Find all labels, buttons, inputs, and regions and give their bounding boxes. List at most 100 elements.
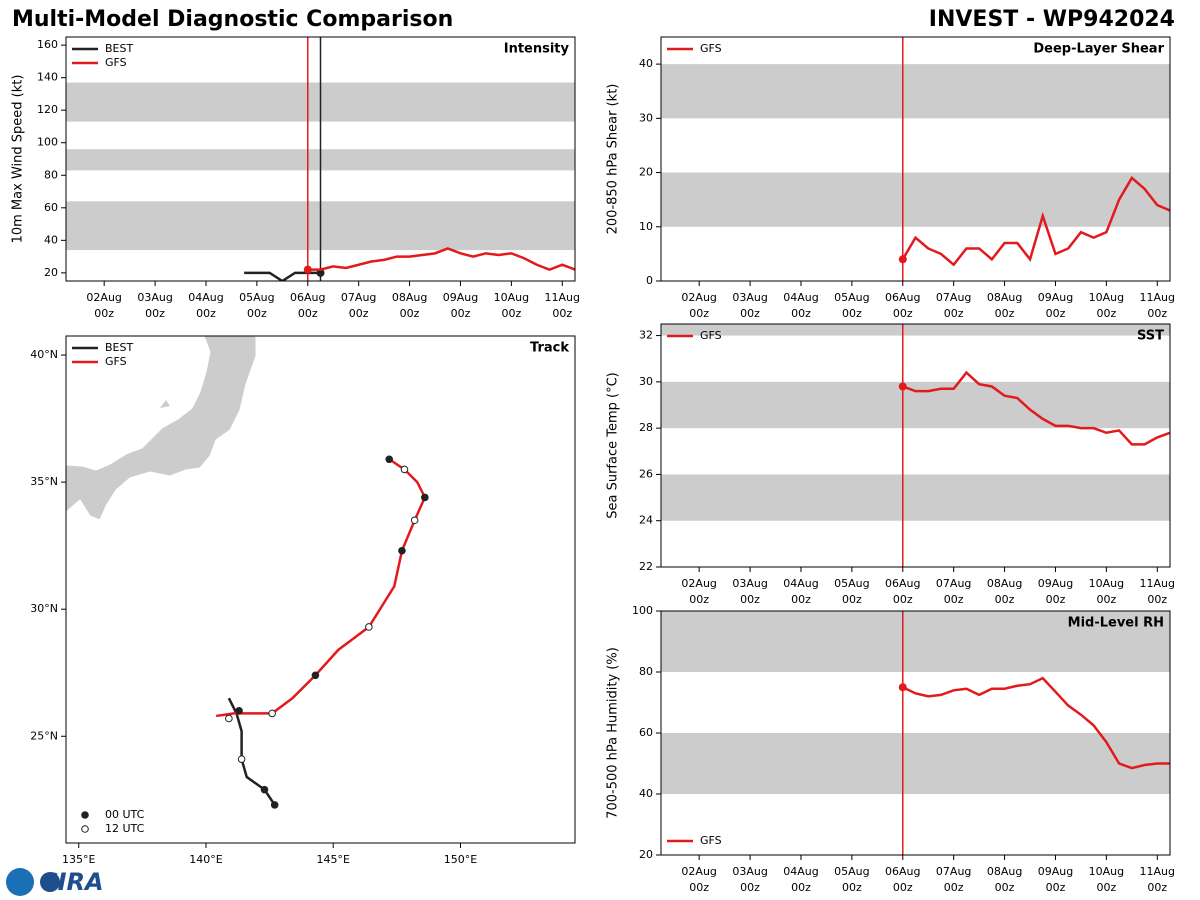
legend-label: 00 UTC	[105, 808, 145, 821]
panel-title: Deep-Layer Shear	[1033, 42, 1164, 57]
x-tick-label: 11Aug 00z	[1140, 865, 1175, 894]
x-tick-label: 08Aug 00z	[987, 291, 1022, 320]
y-axis-label: 700-500 hPa Humidity (%)	[606, 647, 621, 819]
x-tick-label: 04Aug 00z	[783, 577, 818, 606]
endpoint-marker	[316, 268, 325, 277]
x-tick-label: 10Aug 00z	[1089, 865, 1124, 894]
x-tick-label: 03Aug 00z	[732, 291, 767, 320]
track-line	[215, 458, 427, 718]
series-line	[901, 176, 1170, 267]
y-tick-label: 160	[37, 38, 58, 51]
track-point	[385, 455, 394, 464]
shade-band	[661, 64, 1170, 119]
land	[160, 400, 170, 408]
series-line	[902, 370, 1170, 446]
track-point	[260, 785, 269, 794]
x-tick-label: 11Aug 00z	[545, 291, 580, 320]
legend-label: BEST	[105, 341, 133, 354]
endpoint-marker	[898, 683, 907, 692]
track-point	[225, 714, 233, 723]
y-axis-label: Sea Surface Temp (°C)	[606, 372, 621, 519]
x-tick-label: 10Aug 00z	[494, 291, 529, 320]
figure-subtitle: INVEST - WP942024	[929, 7, 1175, 32]
logo: CIRA	[6, 868, 104, 896]
x-tick-label: 03Aug 00z	[137, 291, 172, 320]
y-tick-label: 24	[639, 514, 653, 527]
track-point	[311, 671, 320, 680]
legend-label: GFS	[105, 355, 127, 368]
y-tick-label: 25°N	[30, 729, 58, 742]
land-map	[66, 336, 257, 521]
y-tick-label: 26	[639, 467, 653, 480]
panel-title: Track	[530, 341, 569, 356]
x-tick-label: 09Aug 00z	[1038, 865, 1073, 894]
y-tick-label: 40	[44, 233, 58, 246]
track-point	[235, 707, 243, 715]
y-tick-label: 35°N	[30, 475, 58, 488]
y-tick-label: 22	[639, 560, 653, 573]
x-tick-label: 10Aug 00z	[1089, 577, 1124, 606]
shade-band	[661, 172, 1170, 227]
plot-frame	[660, 36, 1171, 282]
shade-band	[661, 474, 1170, 521]
x-tick-label: 11Aug 00z	[1140, 577, 1175, 606]
x-tick-label: 140°E	[189, 853, 222, 866]
y-tick-label: 0	[646, 274, 653, 287]
figure-title: Multi-Model Diagnostic Comparison	[12, 7, 453, 32]
legend-label: GFS	[700, 329, 722, 342]
x-tick-label: 10Aug 00z	[1089, 291, 1124, 320]
y-axis-label: 200-850 hPa Shear (kt)	[606, 84, 621, 235]
shade-band	[661, 381, 1170, 429]
endpoint-marker	[898, 382, 907, 391]
shade-band	[661, 733, 1170, 794]
y-tick-label: 20	[639, 848, 653, 861]
x-tick-label: 09Aug 00z	[1038, 291, 1073, 320]
x-tick-label: 04Aug 00z	[188, 291, 223, 320]
x-tick-label: 07Aug 00z	[936, 577, 971, 606]
logo-emblem	[40, 872, 60, 892]
track-point	[410, 516, 419, 525]
y-tick-label: 80	[639, 665, 653, 678]
plot-frame	[660, 323, 1171, 568]
track-point	[421, 493, 429, 502]
y-tick-label: 20	[639, 166, 653, 179]
x-tick-label: 05Aug 00z	[239, 291, 274, 320]
x-tick-label: 05Aug 00z	[834, 291, 869, 320]
y-tick-label: 10	[639, 220, 653, 233]
x-tick-label: 06Aug 00z	[290, 291, 325, 320]
x-tick-label: 03Aug 00z	[732, 577, 767, 606]
x-tick-label: 135°E	[62, 853, 95, 866]
panel-title: Mid-Level RH	[1068, 616, 1164, 631]
track-point	[398, 546, 406, 555]
track-point	[268, 709, 276, 718]
legend-label: GFS	[105, 56, 127, 69]
x-tick-label: 02Aug 00z	[681, 577, 716, 606]
y-tick-label: 20	[44, 266, 58, 279]
legend-label: BEST	[105, 42, 133, 55]
track-point	[237, 755, 246, 763]
y-tick-label: 80	[44, 168, 58, 181]
shade-band	[661, 324, 1170, 336]
y-tick-label: 40	[639, 57, 653, 70]
x-tick-label: 08Aug 00z	[987, 865, 1022, 894]
endpoint-marker	[898, 255, 907, 264]
logo-text: CIRA	[40, 868, 104, 896]
legend-label: GFS	[700, 42, 722, 55]
x-tick-label: 05Aug 00z	[834, 865, 869, 894]
x-tick-label: 06Aug 00z	[885, 865, 920, 894]
y-tick-label: 32	[639, 329, 653, 342]
y-tick-label: 28	[639, 421, 653, 434]
y-axis-label: 10m Max Wind Speed (kt)	[11, 75, 26, 244]
y-tick-label: 30	[639, 375, 653, 388]
y-tick-label: 40°N	[30, 348, 58, 361]
series-line	[244, 271, 321, 281]
x-tick-label: 09Aug 00z	[1038, 577, 1073, 606]
x-tick-label: 08Aug 00z	[987, 577, 1022, 606]
x-tick-label: 04Aug 00z	[783, 865, 818, 894]
y-tick-label: 100	[37, 136, 58, 149]
x-tick-label: 02Aug 00z	[681, 865, 716, 894]
x-tick-label: 08Aug 00z	[392, 291, 427, 320]
y-tick-label: 60	[44, 201, 58, 214]
legend-swatch	[81, 825, 89, 833]
